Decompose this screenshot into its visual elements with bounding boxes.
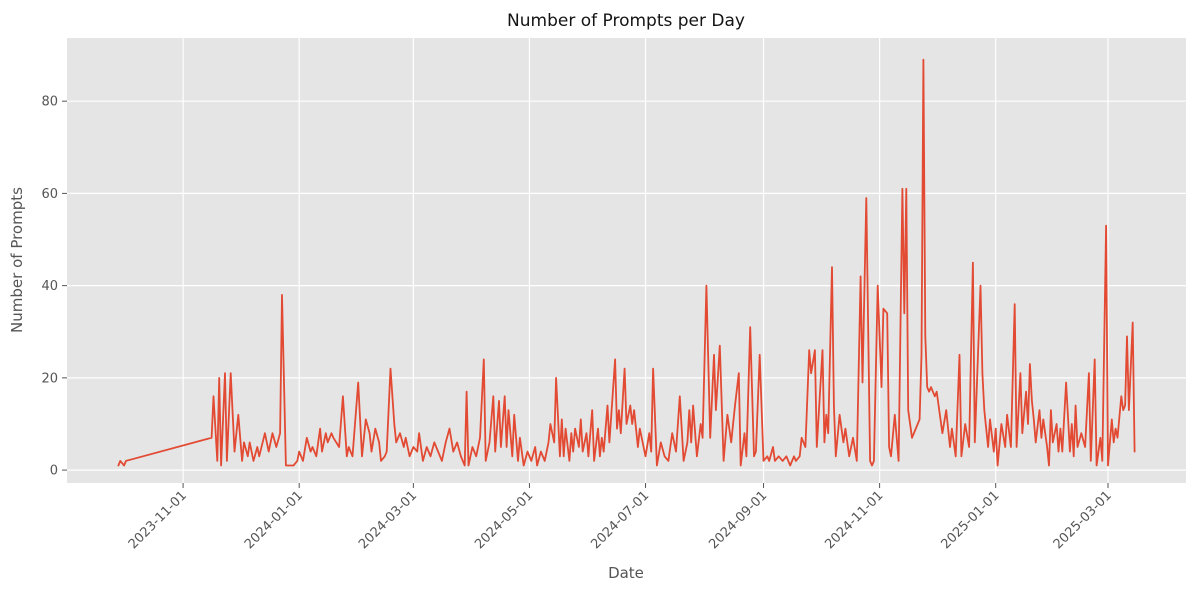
data-line — [117, 58, 1136, 467]
chart-title: Number of Prompts per Day — [507, 11, 745, 31]
y-axis-label: Number of Prompts — [8, 187, 26, 333]
y-tick-label: 80 — [41, 95, 58, 110]
x-axis-label: Date — [608, 564, 644, 582]
y-tick-label: 60 — [41, 187, 58, 202]
y-tick-label: 40 — [41, 279, 58, 294]
tick-marks — [62, 100, 1109, 488]
gridlines — [67, 38, 1186, 483]
y-tick-label: 20 — [41, 371, 58, 386]
y-tick-label: 0 — [50, 464, 58, 479]
y-tick-labels: 0 20 40 60 80 — [41, 95, 58, 479]
